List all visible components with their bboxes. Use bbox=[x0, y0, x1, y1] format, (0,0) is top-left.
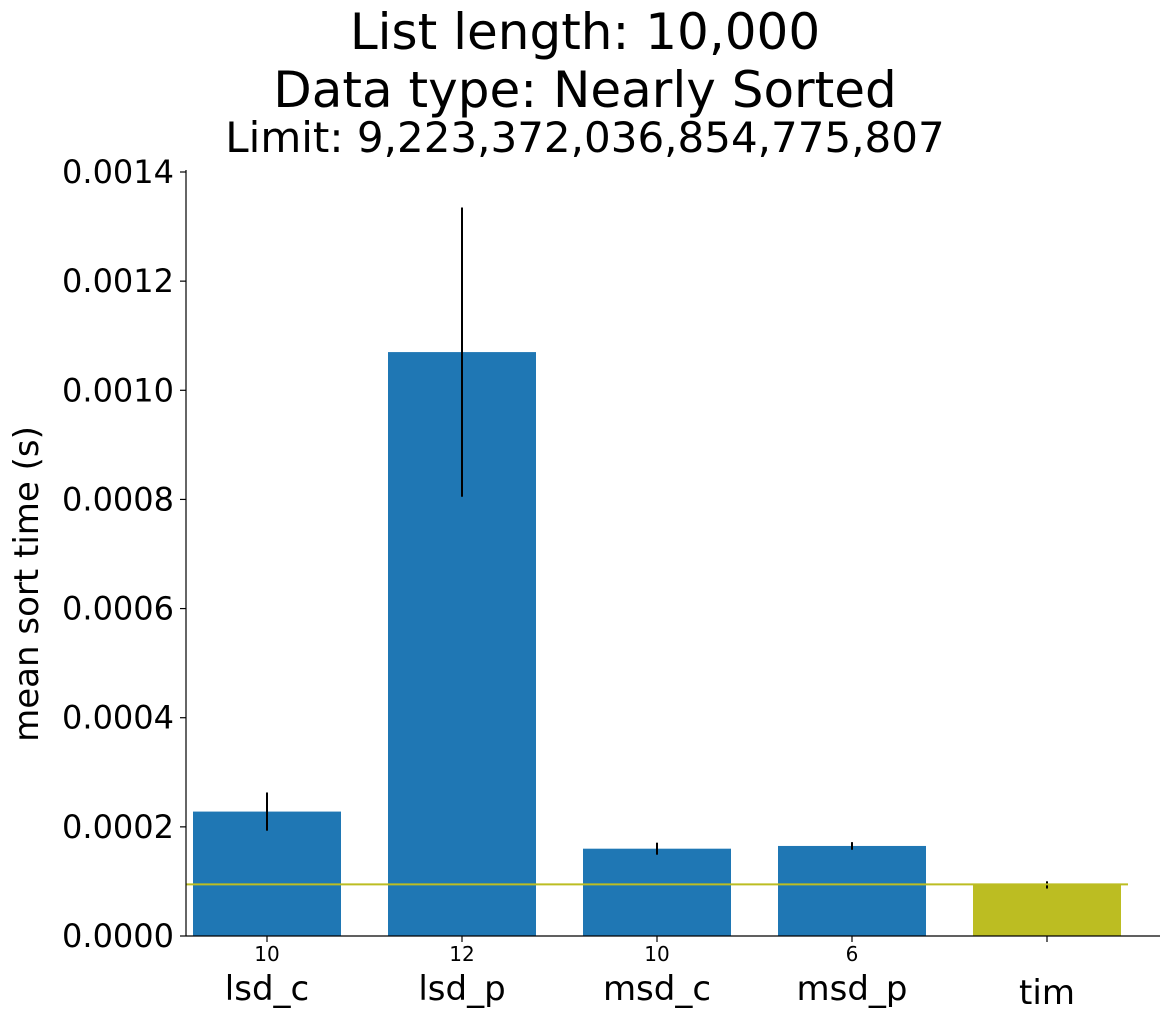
bar-count-label: 6 bbox=[846, 942, 859, 966]
x-tick-label: msd_c bbox=[603, 969, 711, 1009]
x-tick-label: lsd_c bbox=[225, 969, 309, 1009]
x-ticks-group: 10 lsd_c 12 lsd_p 10 msd_c 6 msd_p tim bbox=[225, 936, 1075, 1013]
bar-msd_p bbox=[778, 845, 926, 936]
y-tick-label: 0.0008 bbox=[62, 480, 174, 518]
chart-title: List length: 10,000 bbox=[349, 3, 821, 61]
chart-subtitle: Data type: Nearly Sorted bbox=[273, 61, 897, 119]
y-tick-label: 0.0000 bbox=[62, 917, 174, 955]
x-tick-label: lsd_p bbox=[418, 969, 505, 1009]
y-tick-label: 0.0006 bbox=[62, 590, 174, 628]
error-bars-group bbox=[266, 207, 1048, 889]
y-ticks-group: 0.0000 0.0002 0.0004 0.0006 0.0008 0.0010 0.00… bbox=[62, 153, 186, 955]
bar-lsd_c bbox=[193, 811, 341, 936]
bar-count-label: 10 bbox=[254, 942, 279, 966]
y-tick-label: 0.0002 bbox=[62, 808, 174, 846]
bar-msd_c bbox=[583, 848, 731, 936]
bar-count-label: 10 bbox=[644, 942, 669, 966]
y-tick-label: 0.0010 bbox=[62, 371, 174, 409]
axes-group bbox=[185, 170, 1160, 937]
x-tick-label: msd_p bbox=[797, 969, 908, 1009]
x-tick-label: tim bbox=[1019, 973, 1075, 1013]
y-axis-label: mean sort time (s) bbox=[7, 426, 47, 742]
y-tick-label: 0.0012 bbox=[62, 262, 174, 300]
bar-tim bbox=[973, 884, 1121, 936]
bar-count-label: 12 bbox=[449, 942, 474, 966]
chart-limit-subtitle: Limit: 9,223,372,036,854,775,807 bbox=[225, 113, 945, 162]
y-tick-label: 0.0014 bbox=[62, 153, 174, 191]
y-tick-label: 0.0004 bbox=[62, 699, 174, 737]
